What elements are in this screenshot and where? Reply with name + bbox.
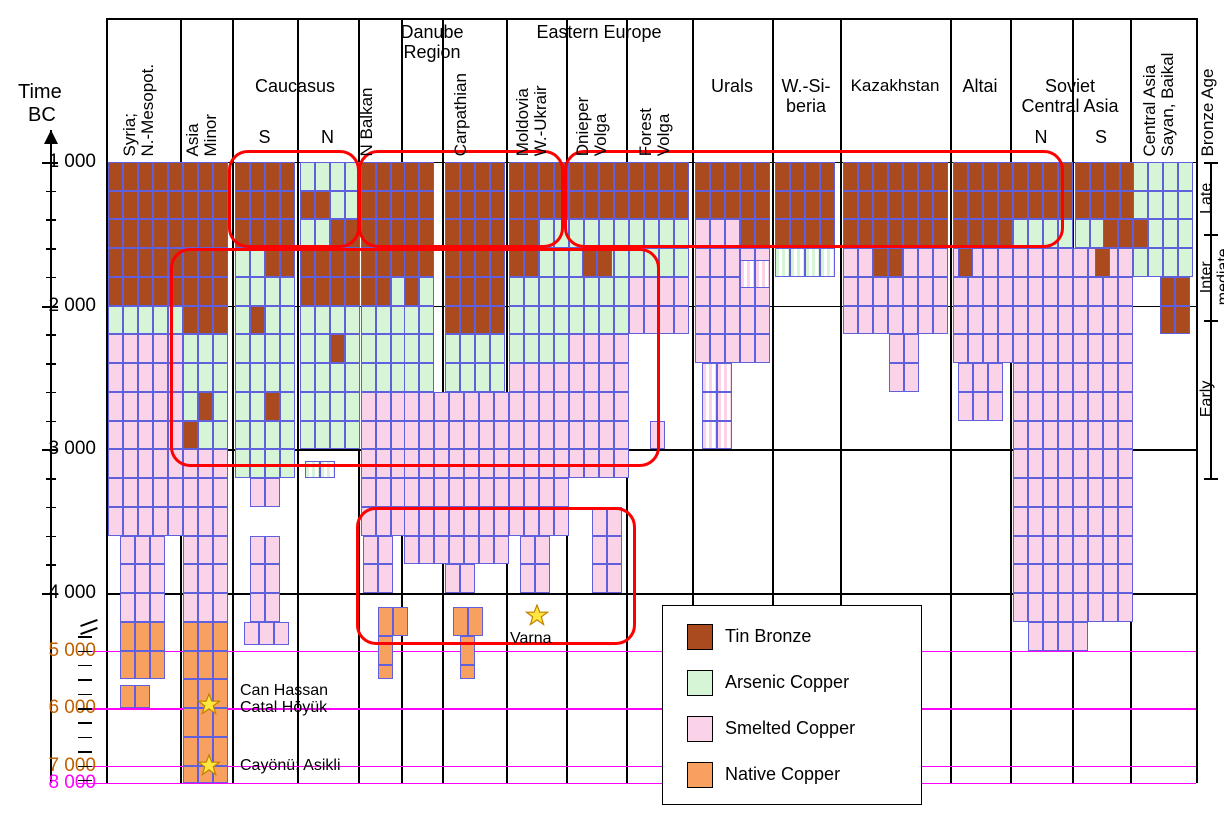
annotation: Cayönü; Asikli	[240, 757, 341, 775]
right-axis-label: Intermediate	[1198, 236, 1224, 318]
metallurgy-timeline-chart: Syria;N.-Mesopot.AsiaMinorCaucasusSNN Ba…	[0, 0, 1224, 814]
legend-label: Native Copper	[725, 764, 840, 785]
annotation: Can Hassan	[240, 682, 328, 700]
right-axis-label: Early	[1198, 322, 1215, 476]
data-block	[183, 536, 228, 622]
data-block	[1160, 277, 1190, 335]
data-block	[958, 363, 1003, 421]
data-block	[889, 334, 919, 392]
y-axis-title: Time	[18, 81, 62, 104]
col-sublabel: S	[1072, 127, 1130, 148]
right-axis-label: Late	[1198, 164, 1215, 232]
data-block	[1133, 219, 1148, 248]
data-block	[775, 248, 835, 277]
data-block	[702, 363, 732, 449]
data-block	[120, 536, 165, 622]
legend-swatch	[687, 670, 713, 696]
col-label: Caucasus	[232, 76, 358, 96]
highlight-region	[564, 150, 1064, 248]
highlight-region	[358, 150, 564, 248]
data-block	[120, 685, 150, 708]
data-block	[1013, 248, 1133, 622]
col-group-label: Eastern Europe	[506, 22, 692, 42]
highlight-region	[170, 248, 660, 467]
data-block	[873, 248, 903, 277]
data-block	[1095, 248, 1110, 277]
data-block	[1075, 219, 1105, 248]
col-group-label: DanubeRegion	[358, 22, 506, 62]
data-block	[1075, 162, 1135, 220]
legend-label: Arsenic Copper	[725, 672, 849, 693]
data-block	[250, 536, 280, 622]
annotation: Varna	[510, 630, 552, 648]
data-block	[958, 248, 973, 277]
legend-swatch	[687, 716, 713, 742]
col-label: ForestVolga	[637, 47, 673, 156]
data-block	[1028, 622, 1088, 651]
col-label: Kazakhstan	[840, 76, 950, 96]
right-axis-title: Bronze Age	[1198, 30, 1218, 157]
col-label: Altai	[950, 76, 1010, 96]
col-label: Syria;N.-Mesopot.	[121, 30, 157, 157]
col-label: MoldoviaW.-Ukrair	[514, 47, 550, 156]
y-axis-title: BC	[28, 104, 56, 127]
col-label: Carpathian	[452, 47, 470, 156]
data-block	[250, 478, 280, 507]
star-marker	[197, 693, 221, 717]
col-label: W.-Si-beria	[772, 76, 840, 116]
data-block	[1133, 162, 1193, 220]
col-sublabel: N	[1010, 127, 1072, 148]
legend: Tin Bronze Arsenic Copper Smelted Copper Na…	[662, 605, 922, 805]
star-marker	[525, 604, 549, 628]
data-block	[1148, 219, 1193, 277]
data-block	[740, 260, 770, 289]
legend-swatch	[687, 762, 713, 788]
col-label: DnieperVolga	[574, 47, 610, 156]
highlight-region	[228, 150, 360, 248]
highlight-region	[356, 507, 636, 645]
col-label: Central AsiaSayan, Baikal	[1141, 30, 1177, 157]
annotation: Catal Höyük	[240, 699, 327, 717]
col-sublabel: S	[232, 127, 297, 148]
legend-swatch	[687, 624, 713, 650]
y-tick-label: 8 000	[48, 772, 96, 794]
col-label: AsiaMinor	[184, 30, 220, 157]
data-block	[244, 622, 289, 645]
legend-label: Tin Bronze	[725, 626, 811, 647]
col-label: SovietCentral Asia	[1010, 76, 1130, 116]
star-marker	[197, 754, 221, 778]
data-block	[1103, 219, 1133, 248]
data-block	[1133, 248, 1148, 277]
data-block	[120, 622, 165, 685]
col-sublabel: N	[297, 127, 358, 148]
legend-label: Smelted Copper	[725, 718, 855, 739]
col-label: Urals	[692, 76, 772, 96]
